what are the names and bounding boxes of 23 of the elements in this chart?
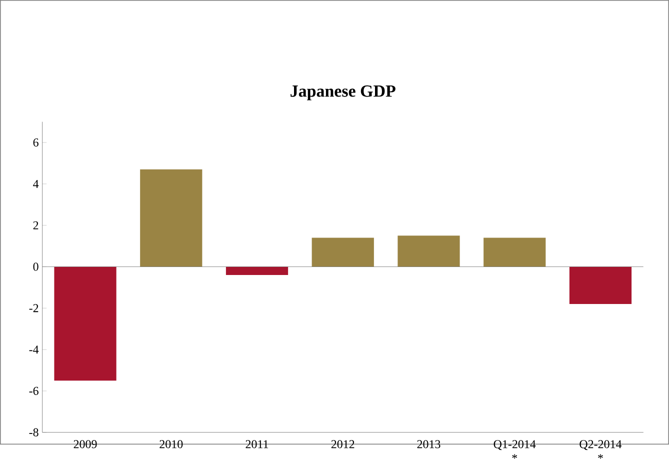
x-tick-label: 2012: [331, 440, 354, 448]
y-tick-label: -2: [29, 304, 38, 312]
y-tick-label: 0: [33, 262, 38, 271]
x-tick-label: 2013: [417, 440, 440, 448]
bar: [484, 238, 546, 267]
chart-title: Japanese GDP: [290, 85, 396, 100]
bar: [569, 266, 632, 304]
y-tick-label: 6: [33, 138, 38, 146]
bar: [54, 266, 116, 380]
bar: [226, 266, 288, 275]
x-tick-label: 2010: [160, 440, 183, 448]
bar: [140, 169, 202, 267]
x-tick-label: Q2-2014 *: [580, 440, 622, 458]
y-tick-label: -4: [29, 345, 39, 354]
bar: [398, 235, 460, 267]
bar: [312, 238, 374, 267]
x-tick-label: Q1-2014 *: [494, 440, 536, 458]
x-tick-label: 2009: [74, 440, 97, 448]
y-tick-label: 4: [33, 180, 39, 188]
y-tick-label: -6: [29, 386, 38, 395]
y-tick-label: 2: [33, 221, 38, 230]
y-tick-label: -8: [29, 428, 38, 436]
x-tick-label: 2011: [246, 440, 268, 448]
